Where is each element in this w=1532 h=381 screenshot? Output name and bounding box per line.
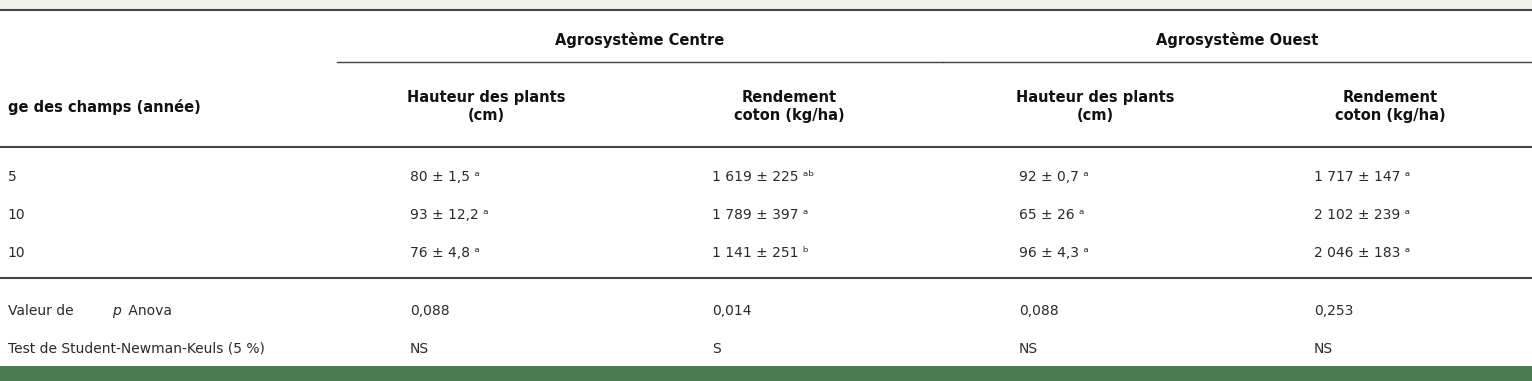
Text: NS: NS	[1313, 342, 1333, 355]
Text: Hauteur des plants
(cm): Hauteur des plants (cm)	[408, 90, 565, 123]
Text: 0,088: 0,088	[411, 304, 449, 317]
Text: 1 717 ± 147 ᵃ: 1 717 ± 147 ᵃ	[1313, 170, 1409, 184]
Text: Valeur de: Valeur de	[8, 304, 78, 317]
Text: ge des champs (année): ge des champs (année)	[8, 99, 201, 115]
Text: 0,088: 0,088	[1019, 304, 1059, 317]
Text: 0,014: 0,014	[712, 304, 752, 317]
Text: 76 ± 4,8 ᵃ: 76 ± 4,8 ᵃ	[411, 247, 480, 260]
Text: Test de Student-Newman-Keuls (5 %): Test de Student-Newman-Keuls (5 %)	[8, 342, 265, 355]
Text: Hauteur des plants
(cm): Hauteur des plants (cm)	[1016, 90, 1175, 123]
FancyBboxPatch shape	[0, 10, 1532, 366]
Text: 1 141 ± 251 ᵇ: 1 141 ± 251 ᵇ	[712, 247, 809, 260]
Text: Agrosystème Centre: Agrosystème Centre	[555, 32, 725, 48]
Text: 10: 10	[8, 247, 26, 260]
Text: Rendement
coton (kg/ha): Rendement coton (kg/ha)	[1334, 90, 1446, 123]
Text: S: S	[712, 342, 722, 355]
Text: 10: 10	[8, 208, 26, 222]
Text: 80 ± 1,5 ᵃ: 80 ± 1,5 ᵃ	[411, 170, 480, 184]
FancyBboxPatch shape	[0, 366, 1532, 381]
Text: 1 789 ± 397 ᵃ: 1 789 ± 397 ᵃ	[712, 208, 809, 222]
Text: NS: NS	[411, 342, 429, 355]
Text: 92 ± 0,7 ᵃ: 92 ± 0,7 ᵃ	[1019, 170, 1089, 184]
Text: Rendement
coton (kg/ha): Rendement coton (kg/ha)	[734, 90, 844, 123]
Text: 1 619 ± 225 ᵃᵇ: 1 619 ± 225 ᵃᵇ	[712, 170, 815, 184]
Text: NS: NS	[1019, 342, 1037, 355]
Text: 96 ± 4,3 ᵃ: 96 ± 4,3 ᵃ	[1019, 247, 1089, 260]
Text: Anova: Anova	[124, 304, 172, 317]
Text: 2 102 ± 239 ᵃ: 2 102 ± 239 ᵃ	[1313, 208, 1409, 222]
Text: p: p	[112, 304, 121, 317]
Text: 93 ± 12,2 ᵃ: 93 ± 12,2 ᵃ	[411, 208, 489, 222]
Text: Agrosystème Ouest: Agrosystème Ouest	[1157, 32, 1318, 48]
Text: 5: 5	[8, 170, 17, 184]
Text: 0,253: 0,253	[1313, 304, 1353, 317]
Text: 65 ± 26 ᵃ: 65 ± 26 ᵃ	[1019, 208, 1085, 222]
Text: 2 046 ± 183 ᵃ: 2 046 ± 183 ᵃ	[1313, 247, 1409, 260]
